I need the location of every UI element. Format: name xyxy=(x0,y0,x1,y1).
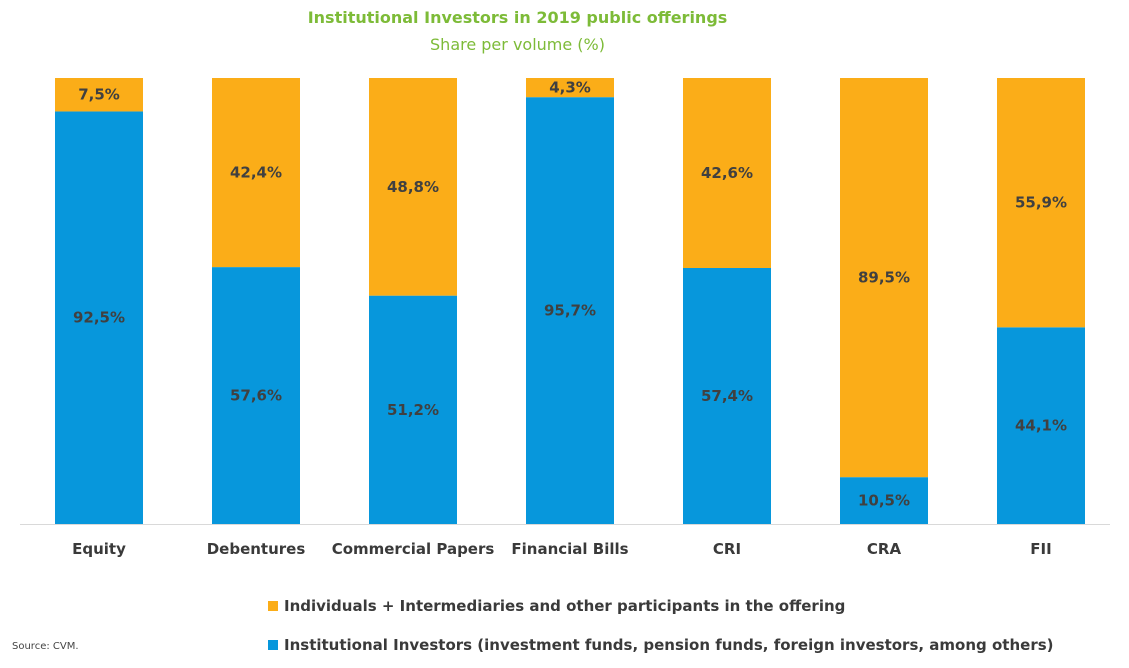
bar-cri-individuals xyxy=(683,78,771,268)
x-tick-label-fii: FII xyxy=(1030,540,1051,558)
bar-equity-individuals xyxy=(55,78,143,112)
x-tick-label-equity: Equity xyxy=(72,540,126,558)
bar-cri-institutional xyxy=(683,267,771,524)
data-label-fii-institutional: 44,1% xyxy=(1015,417,1067,435)
data-label-cri-individuals: 42,6% xyxy=(701,164,753,182)
bar-debentures-individuals xyxy=(212,78,300,268)
x-tick-label-financial-bills: Financial Bills xyxy=(511,540,628,558)
legend-item-individuals: Individuals + Intermediaries and other p… xyxy=(268,597,845,615)
bar-cra-individuals xyxy=(840,78,928,478)
x-tick-label-debentures: Debentures xyxy=(207,540,306,558)
data-label-equity-institutional: 92,5% xyxy=(73,309,125,327)
data-label-cri-institutional: 57,4% xyxy=(701,387,753,405)
x-tick-label-commercial-papers: Commercial Papers xyxy=(332,540,495,558)
legend-label-individuals: Individuals + Intermediaries and other p… xyxy=(284,597,846,615)
data-label-debentures-individuals: 42,4% xyxy=(230,164,282,182)
data-label-commercial-papers-individuals: 48,8% xyxy=(387,178,439,196)
bar-cra-institutional xyxy=(840,477,928,524)
legend-label-institutional: Institutional Investors (investment fund… xyxy=(284,636,1054,654)
data-label-financial-bills-institutional: 95,7% xyxy=(544,302,596,320)
legend-item-institutional: Institutional Investors (investment fund… xyxy=(268,636,1054,654)
source-note: Source: CVM. xyxy=(12,641,79,652)
chart-title: Institutional Investors in 2019 public o… xyxy=(307,8,728,27)
legend-swatch-institutional xyxy=(268,640,278,650)
chart-subtitle: Share per volume (%) xyxy=(430,35,605,54)
bar-commercial-papers-individuals xyxy=(369,78,457,296)
bar-financial-bills-institutional xyxy=(526,97,614,524)
bar-financial-bills-individuals xyxy=(526,78,614,98)
x-tick-label-cri: CRI xyxy=(713,540,741,558)
data-label-cra-institutional: 10,5% xyxy=(858,492,910,510)
data-label-financial-bills-individuals: 4,3% xyxy=(549,79,591,97)
bar-fii-institutional xyxy=(997,327,1085,524)
data-label-fii-individuals: 55,9% xyxy=(1015,194,1067,212)
bar-equity-institutional xyxy=(55,111,143,524)
legend-swatch-individuals xyxy=(268,601,278,611)
data-label-equity-individuals: 7,5% xyxy=(78,86,120,104)
x-tick-label-cra: CRA xyxy=(867,540,902,558)
data-label-commercial-papers-institutional: 51,2% xyxy=(387,401,439,419)
bar-debentures-institutional xyxy=(212,267,300,524)
data-label-debentures-institutional: 57,6% xyxy=(230,387,282,405)
bar-commercial-papers-institutional xyxy=(369,295,457,524)
bar-fii-individuals xyxy=(997,78,1085,328)
data-label-cra-individuals: 89,5% xyxy=(858,269,910,287)
